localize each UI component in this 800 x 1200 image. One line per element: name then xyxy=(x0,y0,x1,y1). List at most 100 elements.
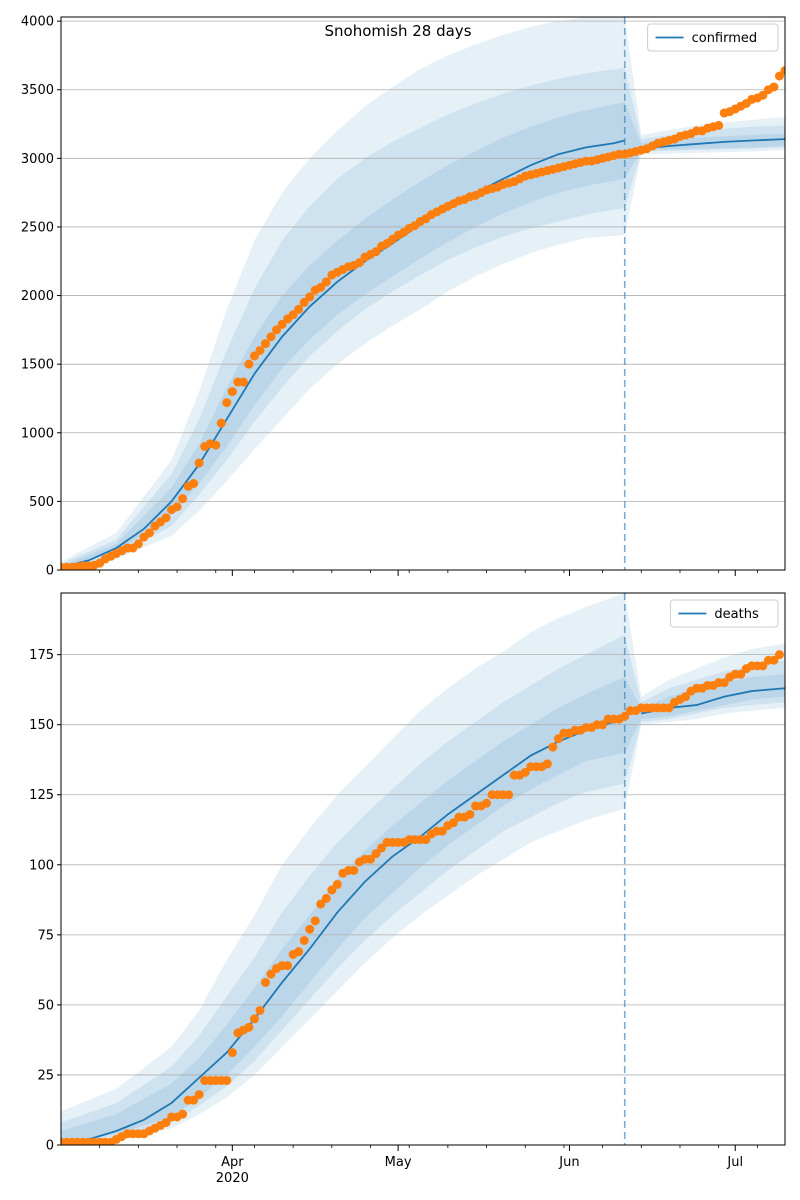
confidence-band-2-0 xyxy=(61,677,625,1145)
observed-point xyxy=(365,854,375,864)
y-tick-label: 0 xyxy=(46,1139,54,1154)
observed-point xyxy=(249,1014,259,1024)
observed-point xyxy=(310,916,320,926)
observed-point xyxy=(305,292,315,302)
plot-area xyxy=(61,17,800,570)
observed-point xyxy=(294,947,304,957)
model-line-0 xyxy=(61,715,626,1144)
observed-point xyxy=(222,1076,232,1086)
y-tick-label: 0 xyxy=(46,564,54,579)
x-tick-label: May xyxy=(385,1155,412,1170)
observed-point xyxy=(299,297,309,307)
legend-box xyxy=(669,599,779,628)
observed-point xyxy=(216,418,226,428)
observed-point xyxy=(260,339,270,349)
y-tick-label: 3000 xyxy=(21,152,54,167)
y-tick-label: 25 xyxy=(37,1068,54,1083)
confidence-band-2-1 xyxy=(624,674,785,753)
observed-point xyxy=(786,63,795,72)
confidence-band-0-0 xyxy=(61,17,625,570)
observed-point xyxy=(172,502,182,512)
observed-point xyxy=(769,82,779,92)
confidence-band-0-1 xyxy=(624,593,785,809)
observed-point xyxy=(189,1095,199,1105)
observed-point xyxy=(719,678,729,688)
confidence-band-2-1 xyxy=(624,102,785,179)
y-tick-label: 2000 xyxy=(21,289,54,304)
observed-point xyxy=(758,661,768,671)
confirmed-chart: 0 500 1000 1500 2000 2500 3000 3500 4000 confirme… xyxy=(21,15,800,579)
observed-point xyxy=(288,310,298,320)
observed-point xyxy=(465,809,475,819)
y-tick-label: 150 xyxy=(29,718,54,733)
observed-point xyxy=(178,494,188,504)
observed-point xyxy=(792,58,800,67)
observed-point xyxy=(349,865,359,875)
observed-point xyxy=(316,899,326,909)
observed-point xyxy=(598,720,608,730)
observed-point xyxy=(299,935,309,945)
observed-point xyxy=(354,258,364,268)
observed-point xyxy=(144,528,154,538)
observed-point xyxy=(244,1022,254,1032)
observed-point xyxy=(161,513,171,523)
observed-point xyxy=(664,703,674,713)
y-tick-label: 175 xyxy=(29,648,54,663)
observed-point xyxy=(327,885,337,895)
observed-point xyxy=(194,1090,204,1100)
observed-point xyxy=(283,961,293,971)
observed-point xyxy=(758,90,768,100)
confidence-band-1-1 xyxy=(624,67,785,208)
observed-point xyxy=(277,319,287,329)
observed-point xyxy=(266,332,276,342)
y-tick-label: 125 xyxy=(29,788,54,803)
observed-point xyxy=(161,1118,171,1128)
observed-point xyxy=(189,479,199,489)
observed-point xyxy=(780,66,785,76)
observed-point xyxy=(714,120,724,130)
observed-point xyxy=(520,767,530,777)
observed-point xyxy=(255,1006,265,1016)
observed-point xyxy=(448,818,458,828)
plot-area xyxy=(61,593,785,1145)
confidence-band-2-0 xyxy=(61,102,625,569)
observed-point xyxy=(260,977,270,987)
model-line-1 xyxy=(641,138,785,150)
observed-point xyxy=(371,247,381,257)
y-tick-label: 500 xyxy=(29,495,54,510)
observed-point xyxy=(316,282,326,292)
observed-point xyxy=(774,650,784,660)
observed-point xyxy=(504,790,514,800)
observed-point xyxy=(437,826,447,836)
observed-point xyxy=(266,969,276,979)
observed-point xyxy=(238,377,248,387)
observed-point xyxy=(255,345,265,355)
y-tick-label: 75 xyxy=(37,928,54,943)
y-tick-label: 50 xyxy=(37,998,54,1013)
legend-label: confirmed xyxy=(692,31,758,46)
y-tick-label: 2500 xyxy=(21,220,54,235)
y-tick-label: 1500 xyxy=(21,358,54,373)
observed-point xyxy=(294,304,304,314)
observed-point xyxy=(321,893,331,903)
observed-point xyxy=(178,1109,188,1119)
observed-point xyxy=(736,669,746,679)
observed-point xyxy=(305,924,315,934)
observed-point xyxy=(681,692,691,702)
y-tick-label: 1000 xyxy=(21,426,54,441)
axes-frame xyxy=(60,16,786,571)
observed-point xyxy=(133,539,143,549)
observed-point xyxy=(227,387,237,397)
legend-label: deaths xyxy=(714,607,759,622)
model-line-0 xyxy=(61,139,625,569)
observed-point xyxy=(227,1048,237,1058)
observed-point xyxy=(620,711,630,721)
observed-point xyxy=(222,398,232,408)
y-tick-label: 100 xyxy=(29,858,54,873)
x-tick-label: Jun xyxy=(558,1155,579,1170)
y-tick-label: 3500 xyxy=(21,83,54,98)
observed-point xyxy=(244,359,254,369)
x-tick-label: Apr xyxy=(221,1155,244,1170)
